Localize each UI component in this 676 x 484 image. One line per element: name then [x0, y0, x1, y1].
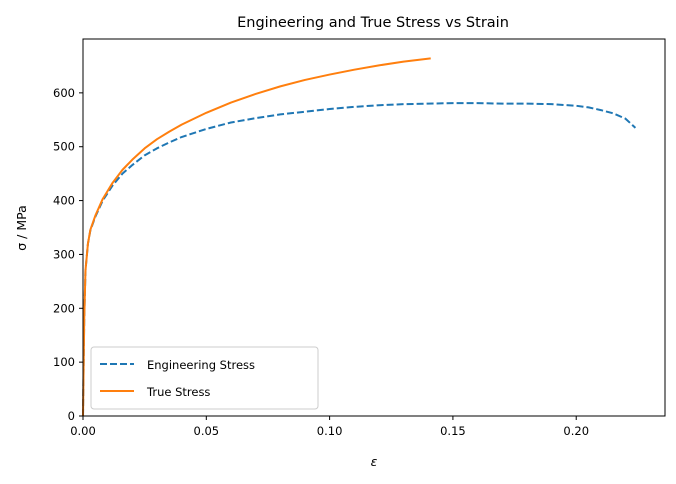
- chart-title: Engineering and True Stress vs Strain: [237, 15, 509, 31]
- x-axis-label: ε: [371, 454, 378, 469]
- y-tick-label: 500: [53, 140, 75, 154]
- y-tick-label: 200: [53, 301, 75, 315]
- legend: Engineering Stress True Stress: [90, 346, 319, 410]
- legend-label-true-stress: True Stress: [146, 385, 210, 399]
- y-tick-label: 600: [53, 86, 75, 100]
- y-axis-label: σ / MPa: [14, 205, 29, 251]
- x-tick-label: 0.00: [70, 424, 96, 438]
- x-tick-label: 0.10: [317, 424, 343, 438]
- series-layer: [82, 57, 637, 417]
- plot-frame: [82, 38, 666, 417]
- x-tick-label: 0.05: [194, 424, 220, 438]
- y-tick-label: 100: [53, 355, 75, 369]
- x-tick-label: 0.15: [440, 424, 466, 438]
- ticks-layer: 0.00 0.05 0.10 0.15 0.20 0 100 200 300 400 500 600: [53, 86, 589, 438]
- series-line-true-stress: [82, 57, 431, 417]
- y-tick-label: 300: [53, 247, 75, 261]
- legend-label-engineering-stress: Engineering Stress: [147, 358, 255, 372]
- y-tick-label: 400: [53, 194, 75, 208]
- x-tick-label: 0.20: [563, 424, 589, 438]
- y-tick-label: 0: [68, 409, 75, 423]
- legend-box: [90, 346, 319, 410]
